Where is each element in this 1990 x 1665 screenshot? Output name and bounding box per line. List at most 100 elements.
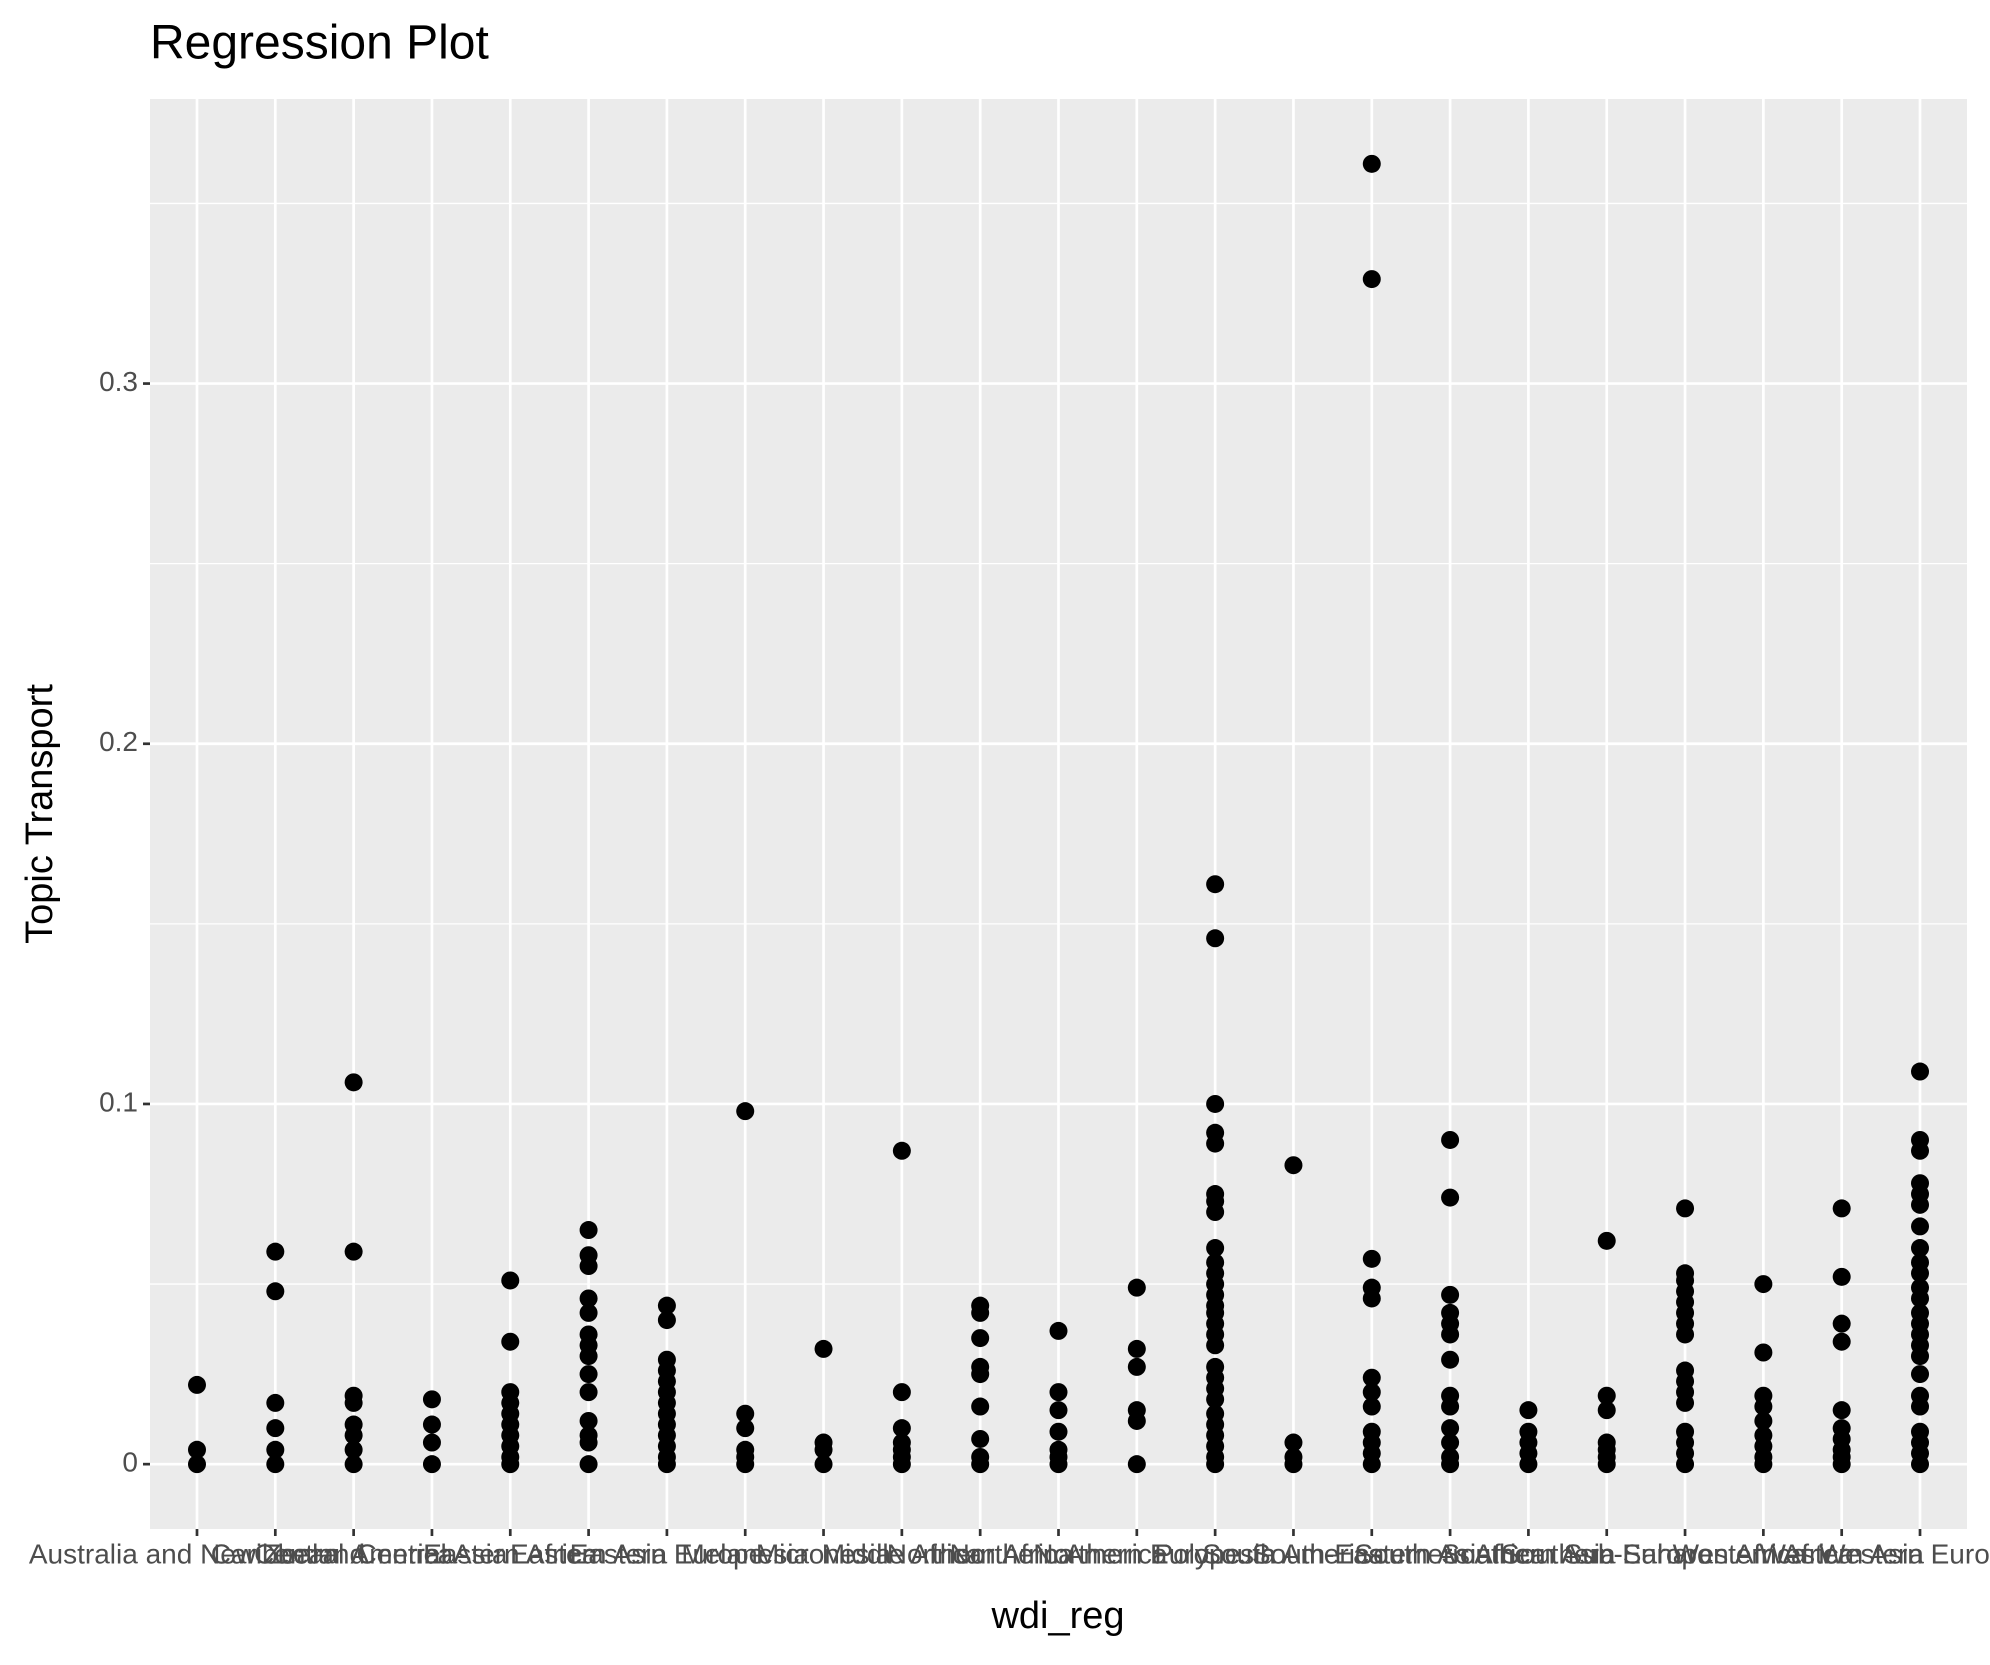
point (1832, 1401, 1851, 1420)
point (1362, 154, 1381, 173)
x-tick-label: Middle Africa (822, 1538, 983, 1569)
point (501, 1271, 520, 1290)
point (971, 1397, 990, 1416)
point (1441, 1188, 1460, 1207)
point (1597, 1231, 1616, 1250)
point (1911, 1365, 1930, 1384)
y-tick-label: 0 (122, 1447, 138, 1478)
point (1362, 1249, 1381, 1268)
point (1832, 1267, 1851, 1286)
point (1911, 1347, 1930, 1366)
point (579, 1365, 598, 1384)
point (1206, 1455, 1225, 1474)
point (657, 1296, 676, 1315)
point (1127, 1357, 1146, 1376)
point (1519, 1401, 1538, 1420)
point (1441, 1350, 1460, 1369)
point (971, 1429, 990, 1448)
point (1362, 1397, 1381, 1416)
point (422, 1455, 441, 1474)
point (1127, 1278, 1146, 1297)
point (344, 1455, 363, 1474)
point (736, 1455, 755, 1474)
point (1049, 1422, 1068, 1441)
point (1284, 1156, 1303, 1175)
y-axis-title: Topic Transport (19, 684, 61, 944)
x-tick-label: Eastern Asia (510, 1538, 668, 1569)
point (266, 1242, 285, 1261)
point (266, 1419, 285, 1438)
point (1206, 1239, 1225, 1258)
point (1441, 1130, 1460, 1149)
x-tick-label: Sub-Saharan Africa (1564, 1538, 1807, 1569)
point (579, 1383, 598, 1402)
point (1754, 1343, 1773, 1362)
point (1127, 1411, 1146, 1430)
x-tick-label: South-Eastern Asia (1252, 1538, 1492, 1569)
point (187, 1375, 206, 1394)
point (1832, 1314, 1851, 1333)
point (814, 1339, 833, 1358)
point (657, 1311, 676, 1330)
point (971, 1329, 990, 1348)
point (814, 1440, 833, 1459)
point (1127, 1455, 1146, 1474)
point (579, 1221, 598, 1240)
point (1911, 1195, 1930, 1214)
point (1911, 1289, 1930, 1308)
point (1362, 1455, 1381, 1474)
point (1597, 1401, 1616, 1420)
point (344, 1073, 363, 1092)
x-tick-label: Western Africa (1673, 1538, 1855, 1569)
point (1911, 1397, 1930, 1416)
point (1911, 1239, 1930, 1258)
x-tick-label: Micronesia (756, 1538, 892, 1569)
point (1676, 1455, 1695, 1474)
point (579, 1455, 598, 1474)
point (344, 1242, 363, 1261)
point (1911, 1217, 1930, 1236)
point (1597, 1386, 1616, 1405)
point (579, 1257, 598, 1276)
point (1754, 1411, 1773, 1430)
point (1911, 1455, 1930, 1474)
point (422, 1415, 441, 1434)
point (1049, 1321, 1068, 1340)
point (1754, 1397, 1773, 1416)
point (1441, 1285, 1460, 1304)
point (892, 1455, 911, 1474)
x-tick-label: Northern Europe (1033, 1538, 1240, 1569)
point (736, 1404, 755, 1423)
x-tick-label: Melanesia (681, 1538, 809, 1569)
point (1362, 270, 1381, 289)
point (1911, 1141, 1930, 1160)
point (1206, 929, 1225, 948)
x-tick-label: Northern Africa (887, 1538, 1074, 1569)
x-tick-label: South America (1202, 1538, 1385, 1569)
point (579, 1303, 598, 1322)
point (1206, 1390, 1225, 1409)
point (1754, 1275, 1773, 1294)
point (579, 1289, 598, 1308)
point (1206, 1203, 1225, 1222)
point (422, 1390, 441, 1409)
point (266, 1393, 285, 1412)
point (1049, 1383, 1068, 1402)
point (971, 1303, 990, 1322)
point (422, 1433, 441, 1452)
y-tick-label: 0.3 (99, 366, 138, 397)
point (1911, 1062, 1930, 1081)
point (1676, 1393, 1695, 1412)
point (1206, 1336, 1225, 1355)
point (1911, 1264, 1930, 1283)
point (892, 1141, 911, 1160)
point (344, 1426, 363, 1445)
chart-title: Regression Plot (150, 17, 489, 70)
x-tick-label: Polynesia (1154, 1538, 1276, 1569)
point (501, 1455, 520, 1474)
x-tick-label: Southern Africa (1354, 1538, 1546, 1569)
point (344, 1393, 363, 1412)
x-tick-label: Eastern Europe (570, 1538, 765, 1569)
point (1284, 1455, 1303, 1474)
